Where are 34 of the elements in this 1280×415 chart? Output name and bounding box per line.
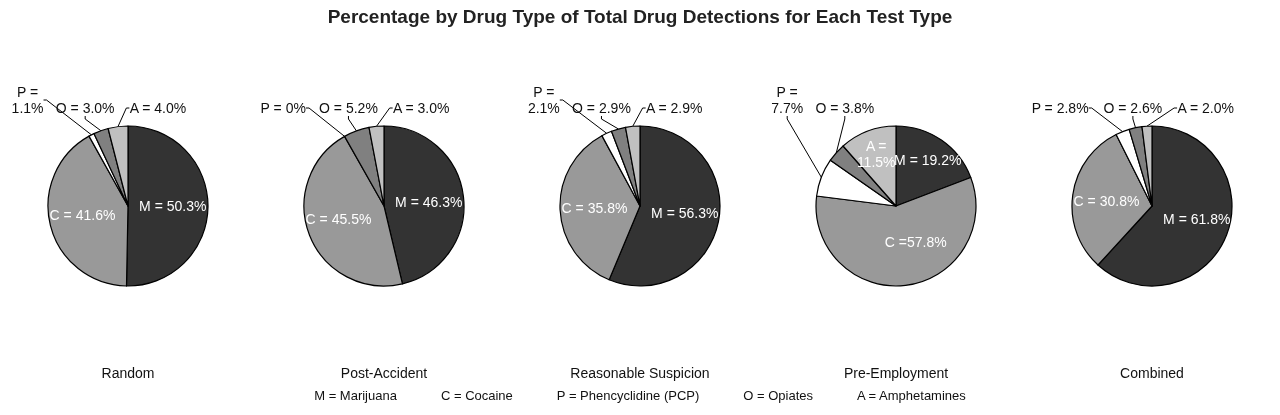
text: Post-Accident [340,365,428,381]
slice-label: A = 4.0% [129,100,187,116]
slice-label: M = 19.2% [894,151,962,168]
slice-label: P = 2.1% [527,84,560,116]
text: O = Opiates [743,388,814,403]
slice-label: P = 1.1% [11,84,44,116]
slice-label: P = 2.8% [1031,100,1089,116]
text: C = Cocaine [440,388,513,403]
slice-label: A = 3.0% [393,100,450,116]
slice-label: A = 2.9% [646,100,703,116]
chart-title: Percentage by Drug Type of Total Drug Detections for Each Test Type [326,6,954,28]
slice-label: O = 3.8% [815,100,875,116]
text: P = Phencyclidine (PCP) [556,388,700,403]
slice-label: A = 11.5% [856,137,896,170]
slice-label: O = 5.2% [319,100,378,116]
slice-label: M = 46.3% [395,193,463,210]
text: A = Amphetamines [857,388,966,403]
slice-label: C = 35.8% [561,199,628,216]
slice-label: C =57.8% [884,233,947,250]
slice-label: O = 2.6% [1103,100,1163,116]
text: Combined [1120,365,1184,381]
slice-label: M = 61.8% [1163,211,1231,228]
text: Reasonable Suspicion [570,365,710,381]
text: Pre-Employment [843,365,949,381]
slice-label: P = 7.7% [771,84,804,116]
slice-label: C = 41.6% [49,206,116,223]
slice-label: C = 45.5% [305,211,372,228]
slice-label: C = 30.8% [1073,193,1140,210]
text: M = Marijuana [314,388,397,403]
slice-label: A = 2.0% [1177,100,1234,116]
category-label: P = 0% [260,100,306,116]
slice-label: M = 50.3% [139,198,207,215]
slice-label: M = 56.3% [651,205,719,222]
text: Random [101,365,155,381]
